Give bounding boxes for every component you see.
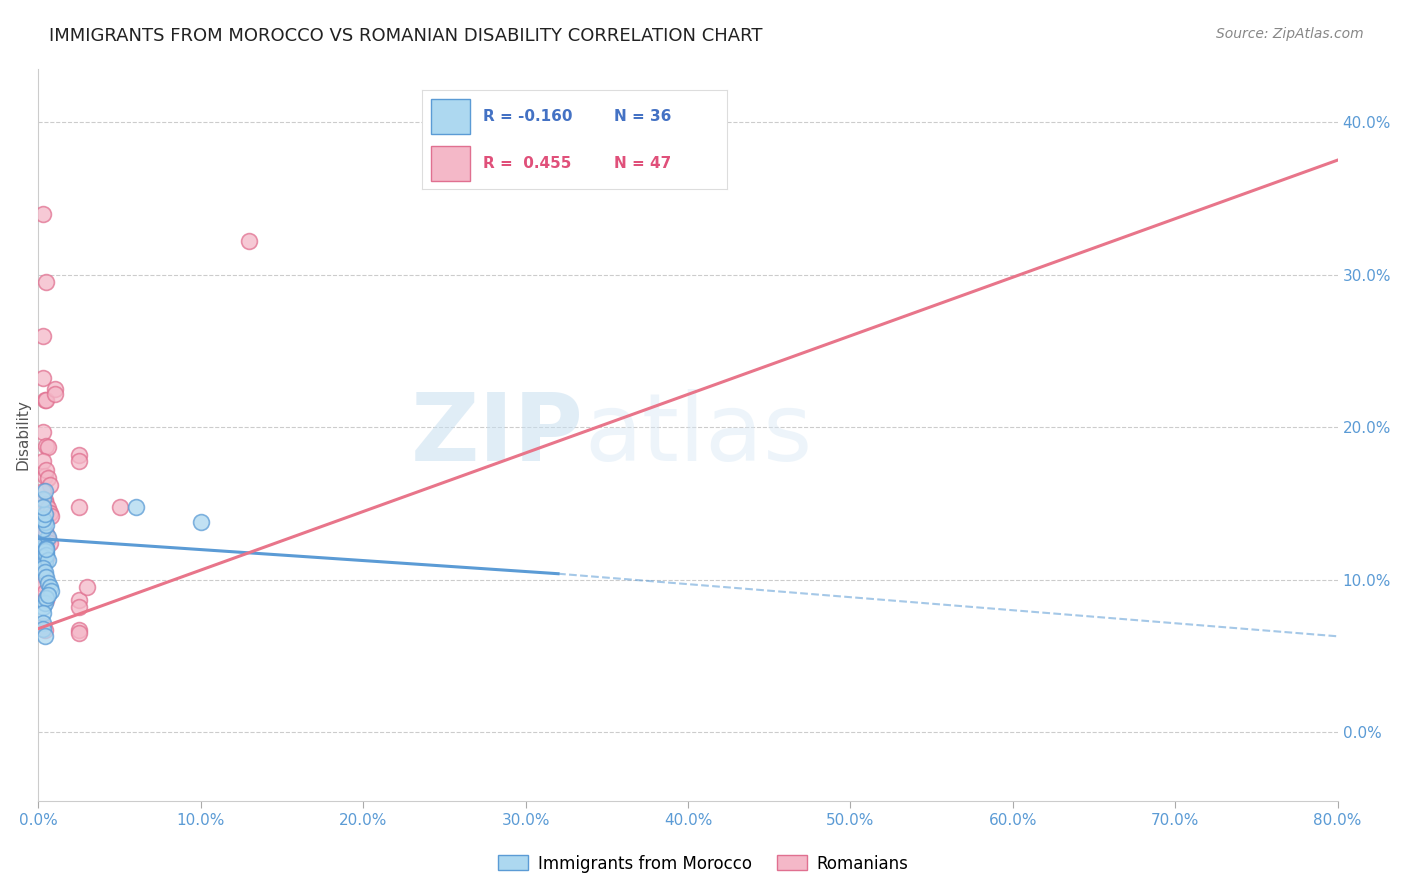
Point xyxy=(37,588,59,602)
Point xyxy=(67,454,90,468)
Point xyxy=(125,500,148,514)
Point xyxy=(38,536,60,550)
Point xyxy=(37,575,59,590)
Point xyxy=(32,618,55,632)
Point xyxy=(32,425,55,439)
Point xyxy=(35,570,58,584)
Point xyxy=(32,512,55,526)
Point xyxy=(67,626,90,640)
Point xyxy=(32,542,55,557)
Point xyxy=(41,508,63,523)
Point xyxy=(32,454,55,468)
Point xyxy=(238,234,260,248)
Point xyxy=(108,500,131,514)
Point xyxy=(34,524,56,538)
Point xyxy=(35,463,58,477)
Point xyxy=(44,386,66,401)
Point xyxy=(35,438,58,452)
Point xyxy=(34,493,56,508)
Point xyxy=(37,553,59,567)
Point xyxy=(32,328,55,343)
Point xyxy=(76,581,98,595)
Point xyxy=(32,622,55,636)
Point xyxy=(32,491,55,506)
Point xyxy=(32,607,55,621)
Point xyxy=(32,562,55,576)
Point xyxy=(32,523,55,537)
Point xyxy=(35,541,58,555)
Legend: Immigrants from Morocco, Romanians: Immigrants from Morocco, Romanians xyxy=(491,848,915,880)
Point xyxy=(37,440,59,454)
Point xyxy=(34,539,56,553)
Point xyxy=(35,592,58,607)
Point xyxy=(34,539,56,553)
Point xyxy=(37,530,59,544)
Point xyxy=(32,500,55,514)
Point xyxy=(190,515,212,529)
Point xyxy=(35,392,58,407)
Point xyxy=(38,581,60,595)
Point xyxy=(34,392,56,407)
Point xyxy=(34,469,56,483)
Point xyxy=(32,484,55,499)
Point xyxy=(37,470,59,484)
Point xyxy=(34,507,56,521)
Point xyxy=(67,623,90,637)
Point xyxy=(34,629,56,643)
Text: Source: ZipAtlas.com: Source: ZipAtlas.com xyxy=(1216,27,1364,41)
Point xyxy=(32,534,55,549)
Text: IMMIGRANTS FROM MOROCCO VS ROMANIAN DISABILITY CORRELATION CHART: IMMIGRANTS FROM MOROCCO VS ROMANIAN DISA… xyxy=(49,27,762,45)
Point xyxy=(34,623,56,637)
Point xyxy=(34,554,56,568)
Point xyxy=(67,448,90,462)
Point xyxy=(37,532,59,546)
Point xyxy=(35,591,58,606)
Point xyxy=(35,551,58,566)
Point xyxy=(35,275,58,289)
Point xyxy=(32,206,55,220)
Text: atlas: atlas xyxy=(583,389,813,481)
Point xyxy=(35,545,58,559)
Point xyxy=(38,506,60,520)
Point xyxy=(35,549,58,563)
Point xyxy=(32,547,55,561)
Text: ZIP: ZIP xyxy=(411,389,583,481)
Point xyxy=(34,565,56,579)
Point xyxy=(32,560,55,574)
Point xyxy=(34,570,56,584)
Point xyxy=(35,542,58,557)
Y-axis label: Disability: Disability xyxy=(15,400,30,470)
Point xyxy=(67,592,90,607)
Point xyxy=(67,600,90,615)
Point xyxy=(34,544,56,558)
Point xyxy=(32,549,55,564)
Point xyxy=(34,515,56,529)
Point xyxy=(35,527,58,541)
Point xyxy=(35,496,58,510)
Point xyxy=(32,615,55,630)
Point xyxy=(38,478,60,492)
Point xyxy=(34,585,56,599)
Point xyxy=(41,583,63,598)
Point xyxy=(37,501,59,516)
Point xyxy=(32,516,55,531)
Point xyxy=(44,382,66,396)
Point xyxy=(32,600,55,615)
Point xyxy=(34,484,56,499)
Point xyxy=(34,596,56,610)
Point xyxy=(35,517,58,532)
Point xyxy=(32,371,55,385)
Point xyxy=(67,500,90,514)
Point xyxy=(32,577,55,591)
